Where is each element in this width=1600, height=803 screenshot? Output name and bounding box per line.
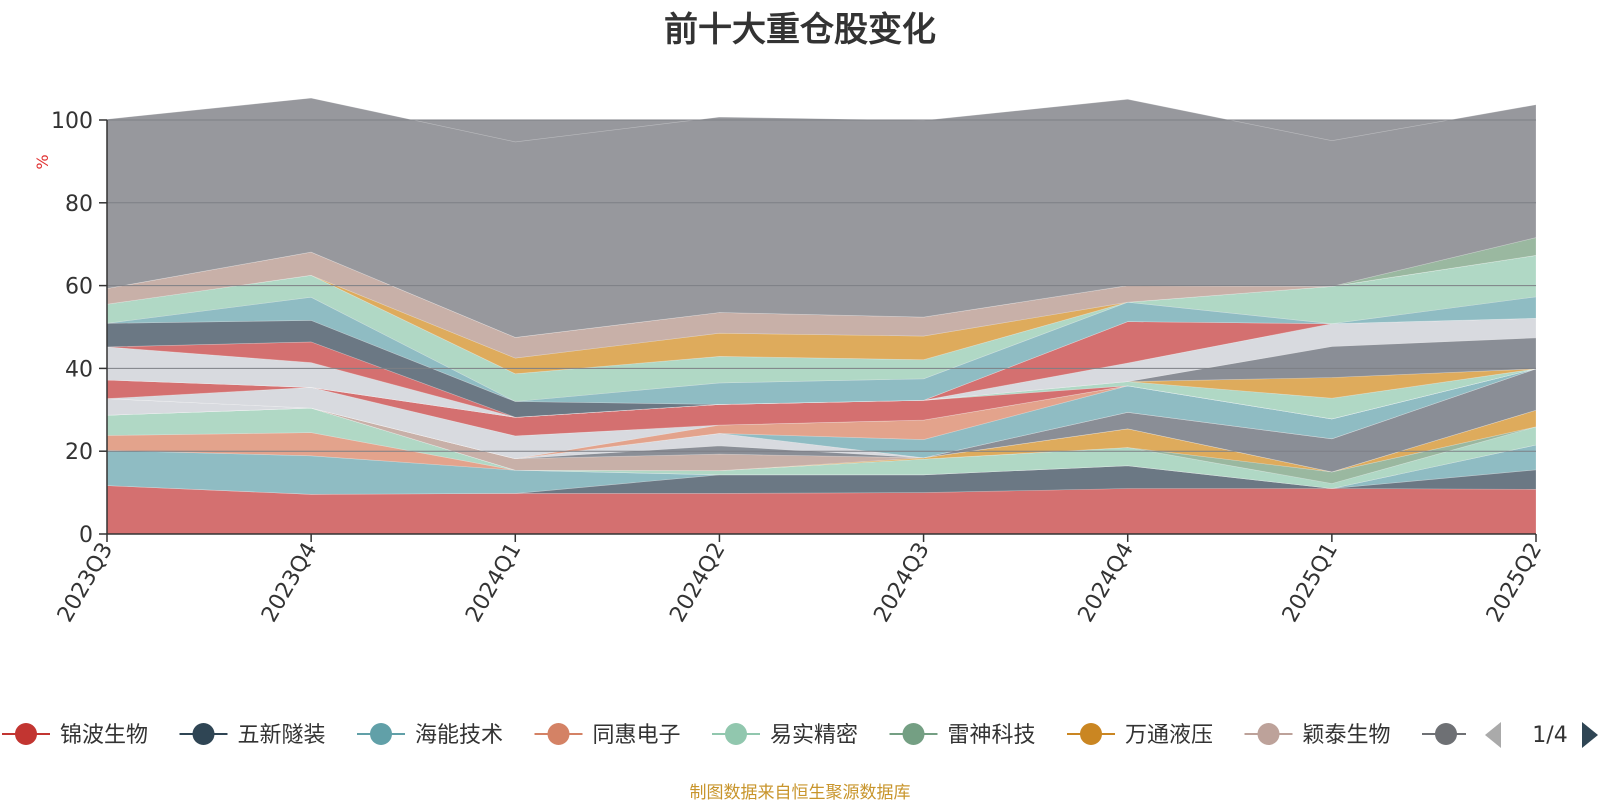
legend-label: 雷神科技 [948, 723, 1036, 748]
x-tick-label: 2024Q1 [461, 539, 526, 627]
y-tick-label: 60 [65, 275, 93, 300]
legend-item[interactable]: 海能技术 [357, 723, 503, 748]
area-series-1 [106, 465, 1537, 495]
x-tick-label: 2025Q2 [1482, 539, 1547, 627]
legend-label: 同惠电子 [593, 723, 681, 748]
area-series-25 [106, 97, 1537, 338]
legend-marker [370, 723, 392, 745]
x-tick-label: 2024Q2 [665, 539, 730, 627]
area-series-20 [106, 296, 1537, 405]
legend-item[interactable]: 同惠电子 [534, 723, 681, 748]
x-tick-label: 2024Q3 [869, 539, 934, 627]
area-series-17 [106, 317, 1537, 418]
legend-label: 锦波生物 [60, 723, 148, 748]
area-series-group [106, 97, 1537, 535]
area-series-16 [106, 337, 1537, 418]
legend-item[interactable]: 五新隧装 [179, 723, 326, 748]
legend-item[interactable]: 颖泰生物 [1244, 723, 1391, 748]
legend-marker [192, 723, 215, 745]
x-tick-label: 2024Q4 [1074, 539, 1139, 627]
legend-item[interactable]: 万通液压 [1067, 723, 1213, 748]
legend-item[interactable]: 艾 [1422, 723, 1502, 748]
x-tick-label: 2025Q1 [1278, 539, 1343, 627]
pager-label: 1/4 [1532, 723, 1567, 748]
legend-label: 易实精密 [770, 723, 858, 748]
grid-lines [107, 119, 1536, 452]
legend-item[interactable]: 雷神科技 [889, 723, 1036, 748]
y-tick-label: 0 [79, 523, 93, 548]
legend-label: 海能技术 [415, 723, 503, 748]
pager-next-icon[interactable] [1582, 722, 1598, 748]
legend-label: 五新隧装 [238, 723, 326, 748]
legend-item[interactable]: 易实精密 [712, 723, 858, 748]
area-series-6 [106, 407, 1537, 473]
legend-marker [1080, 723, 1102, 745]
area-series-2 [106, 444, 1537, 495]
y-tick-label: 40 [65, 357, 93, 382]
legend-pager: 1/4 [1485, 722, 1598, 748]
legend-marker [1257, 723, 1280, 745]
y-axis-unit-label: % [33, 154, 52, 169]
source-note: 制图数据来自恒生聚源数据库 [689, 783, 911, 803]
x-tick-label: 2023Q4 [257, 539, 322, 627]
area-series-21 [106, 255, 1537, 402]
y-tick-label: 80 [65, 192, 93, 217]
chart-title: 前十大重仓股变化 [664, 10, 936, 50]
x-tick-label: 2023Q3 [53, 539, 118, 627]
legend-label: 万通液压 [1125, 723, 1213, 748]
legend: 锦波生物 五新隧装 海能技术 同惠电子 易实精密 雷神科技 万通液压 颖泰生物 艾 1/4 [2, 722, 1598, 748]
legend-marker [15, 723, 37, 745]
pager-prev-icon[interactable] [1485, 722, 1501, 748]
legend-item[interactable]: 锦波生物 [2, 723, 148, 748]
legend-marker [725, 723, 747, 745]
area-series-24 [106, 237, 1537, 338]
legend-marker [1435, 723, 1457, 745]
y-tick-label: 20 [65, 440, 93, 465]
legend-marker [547, 723, 570, 745]
legend-marker [902, 723, 925, 745]
y-tick-label: 100 [51, 109, 93, 134]
legend-label: 颖泰生物 [1303, 723, 1391, 748]
legend-items: 锦波生物 五新隧装 海能技术 同惠电子 易实精密 雷神科技 万通液压 颖泰生物 艾 [2, 723, 1502, 748]
